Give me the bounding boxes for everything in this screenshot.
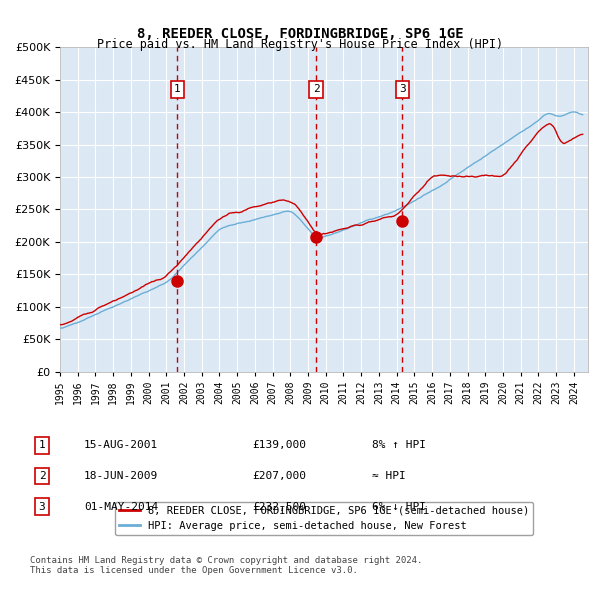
Text: 8, REEDER CLOSE, FORDINGBRIDGE, SP6 1GE: 8, REEDER CLOSE, FORDINGBRIDGE, SP6 1GE (137, 27, 463, 41)
Text: 1: 1 (174, 84, 181, 94)
Text: 01-MAY-2014: 01-MAY-2014 (84, 502, 158, 512)
Legend: 8, REEDER CLOSE, FORDINGBRIDGE, SP6 1GE (semi-detached house), HPI: Average pric: 8, REEDER CLOSE, FORDINGBRIDGE, SP6 1GE … (115, 502, 533, 535)
Text: 6% ↓ HPI: 6% ↓ HPI (372, 502, 426, 512)
Text: £139,000: £139,000 (252, 441, 306, 450)
Text: 8% ↑ HPI: 8% ↑ HPI (372, 441, 426, 450)
Text: £232,500: £232,500 (252, 502, 306, 512)
Text: 3: 3 (399, 84, 406, 94)
Text: 3: 3 (38, 502, 46, 512)
Text: Contains HM Land Registry data © Crown copyright and database right 2024.
This d: Contains HM Land Registry data © Crown c… (30, 556, 422, 575)
Text: 2: 2 (313, 84, 320, 94)
Text: ≈ HPI: ≈ HPI (372, 471, 406, 481)
Text: Price paid vs. HM Land Registry's House Price Index (HPI): Price paid vs. HM Land Registry's House … (97, 38, 503, 51)
Text: 15-AUG-2001: 15-AUG-2001 (84, 441, 158, 450)
Text: 2: 2 (38, 471, 46, 481)
Text: £207,000: £207,000 (252, 471, 306, 481)
Text: 1: 1 (38, 441, 46, 450)
Text: 18-JUN-2009: 18-JUN-2009 (84, 471, 158, 481)
